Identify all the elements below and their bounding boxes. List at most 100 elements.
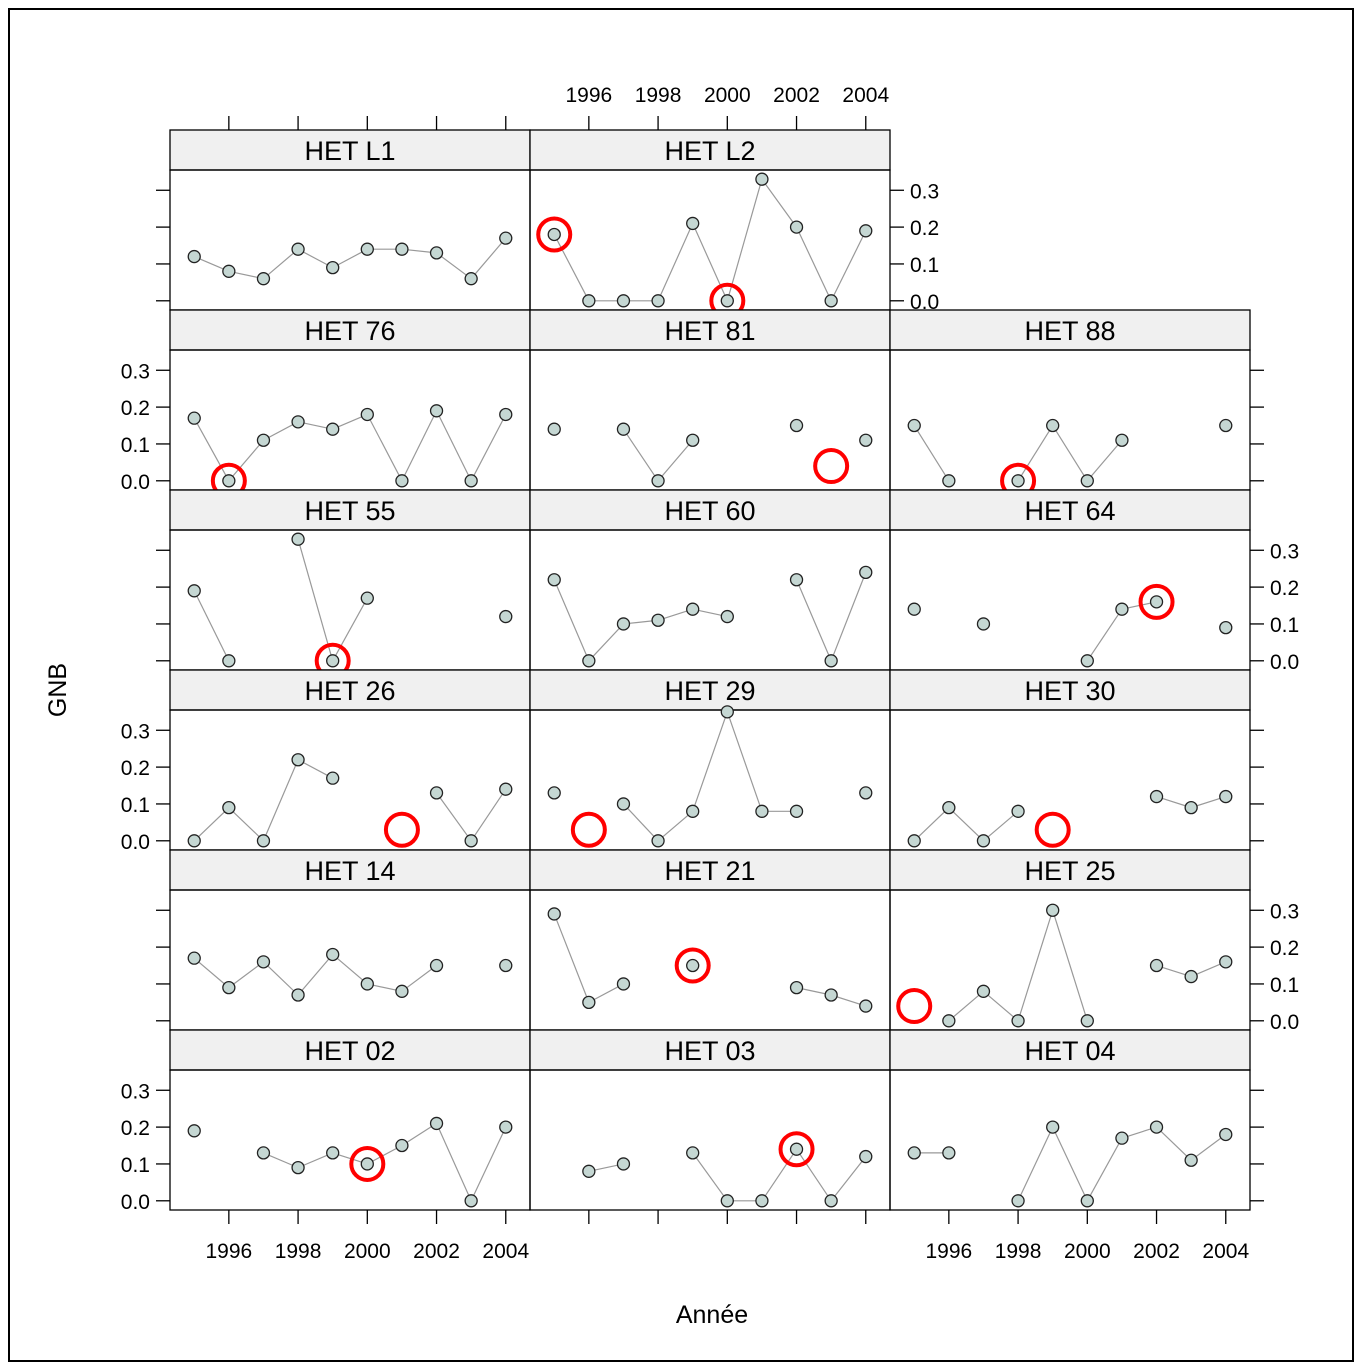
- series-line-segment: [948, 990, 984, 1022]
- data-point: [222, 474, 236, 488]
- data-point: [824, 654, 838, 668]
- data-point: [464, 272, 478, 286]
- y-tick-label: 0.2: [121, 397, 150, 420]
- data-point: [326, 771, 340, 785]
- series-line-segment: [1086, 608, 1123, 662]
- panel-plot-area: [169, 349, 531, 491]
- panel-plot-area: [889, 1069, 1251, 1211]
- data-point: [395, 1138, 409, 1153]
- data-point: [789, 980, 804, 995]
- data-point: [1011, 804, 1025, 818]
- highlight-circle: [1034, 811, 1071, 848]
- data-point: [824, 294, 838, 308]
- data-point: [291, 753, 305, 767]
- panel-plot-area: [889, 889, 1251, 1031]
- panel-strip: [169, 849, 531, 891]
- series-line-segment: [913, 425, 950, 482]
- data-point: [1046, 1120, 1060, 1134]
- series-line-segment: [553, 579, 590, 662]
- data-point: [942, 800, 956, 815]
- series-line-segment: [761, 1148, 798, 1202]
- data-point: [976, 834, 991, 848]
- panel-strip-label: HET 02: [304, 1036, 395, 1066]
- panel: HET 26: [169, 669, 531, 851]
- data-point: [686, 216, 700, 231]
- data-point: [326, 947, 340, 962]
- highlight-circle: [536, 216, 573, 253]
- series-line-segment: [830, 1156, 867, 1202]
- y-tick-label: 0.2: [910, 217, 939, 240]
- x-tick-label: 2004: [842, 84, 889, 107]
- panel: HET 14: [169, 849, 531, 1031]
- panel-strip: [889, 309, 1251, 351]
- data-point: [1219, 789, 1233, 804]
- panel: HET 25: [889, 849, 1251, 1031]
- series-line-segment: [435, 1123, 472, 1202]
- x-tick-label: 2004: [482, 1240, 529, 1263]
- panel-strip: [169, 129, 531, 171]
- series-line-segment: [1190, 1133, 1227, 1161]
- data-point: [942, 1146, 956, 1160]
- panel: HET 88: [889, 309, 1251, 499]
- x-tick-label: 2002: [413, 1240, 460, 1263]
- panel-strip-label: HET 03: [664, 1036, 755, 1066]
- highlight-circle: [896, 988, 933, 1025]
- lattice-chart: Année GNB HET L1 HET L2 HET 76 HET 81 HET 88…: [44, 84, 1299, 1329]
- series-line-segment: [657, 223, 694, 302]
- series-line-segment: [983, 990, 1019, 1022]
- data-point: [256, 272, 271, 286]
- data-point: [1219, 620, 1233, 635]
- data-point: [1080, 1194, 1094, 1208]
- y-tick-label: 0.1: [121, 434, 150, 457]
- series-line-segment: [795, 226, 832, 302]
- series-line-segment: [553, 913, 590, 1003]
- series-line-segment: [657, 810, 694, 842]
- y-tick-label: 0.2: [1270, 577, 1299, 600]
- data-point: [824, 1194, 838, 1208]
- data-point: [222, 264, 236, 278]
- series-line-segment: [332, 597, 368, 662]
- panel-strip-label: HET 76: [304, 316, 395, 346]
- panel-strip: [529, 129, 891, 171]
- data-point: [616, 977, 631, 991]
- data-point: [686, 433, 700, 447]
- panel-plot-area: [169, 709, 531, 851]
- data-point: [360, 242, 374, 256]
- data-point: [547, 227, 561, 242]
- data-point: [859, 433, 873, 447]
- x-tick-label: 1996: [925, 1240, 972, 1263]
- data-point: [429, 246, 444, 260]
- data-point: [291, 415, 305, 429]
- series-line-segment: [436, 252, 472, 280]
- data-point: [1219, 418, 1233, 433]
- data-point: [547, 786, 561, 800]
- series-line-segment: [470, 788, 507, 842]
- data-point: [789, 804, 804, 818]
- data-point: [789, 418, 804, 433]
- series-line-segment: [470, 237, 507, 280]
- series-line-segment: [228, 961, 264, 989]
- data-point: [720, 609, 734, 624]
- data-point: [976, 984, 991, 998]
- series-line-segment: [228, 439, 264, 482]
- series-line-segment: [726, 179, 763, 301]
- data-point: [464, 1194, 478, 1208]
- series-line-segment: [1156, 1126, 1192, 1161]
- data-point: [222, 800, 236, 815]
- data-point: [907, 834, 921, 848]
- data-point: [616, 294, 631, 308]
- data-point: [1115, 1131, 1129, 1145]
- data-point: [187, 249, 201, 264]
- series-line-segment: [193, 957, 230, 989]
- y-tick-label: 0.1: [121, 794, 150, 817]
- data-point: [1080, 1014, 1094, 1028]
- data-point: [326, 1146, 340, 1160]
- data-point: [1080, 654, 1094, 668]
- x-tick-label: 1996: [205, 1240, 252, 1263]
- y-tick-label: 0.3: [121, 360, 150, 383]
- data-point: [582, 294, 596, 308]
- series-line-segment: [913, 807, 950, 842]
- data-point: [187, 951, 201, 965]
- data-point: [859, 565, 873, 580]
- panel: HET 30: [889, 669, 1251, 851]
